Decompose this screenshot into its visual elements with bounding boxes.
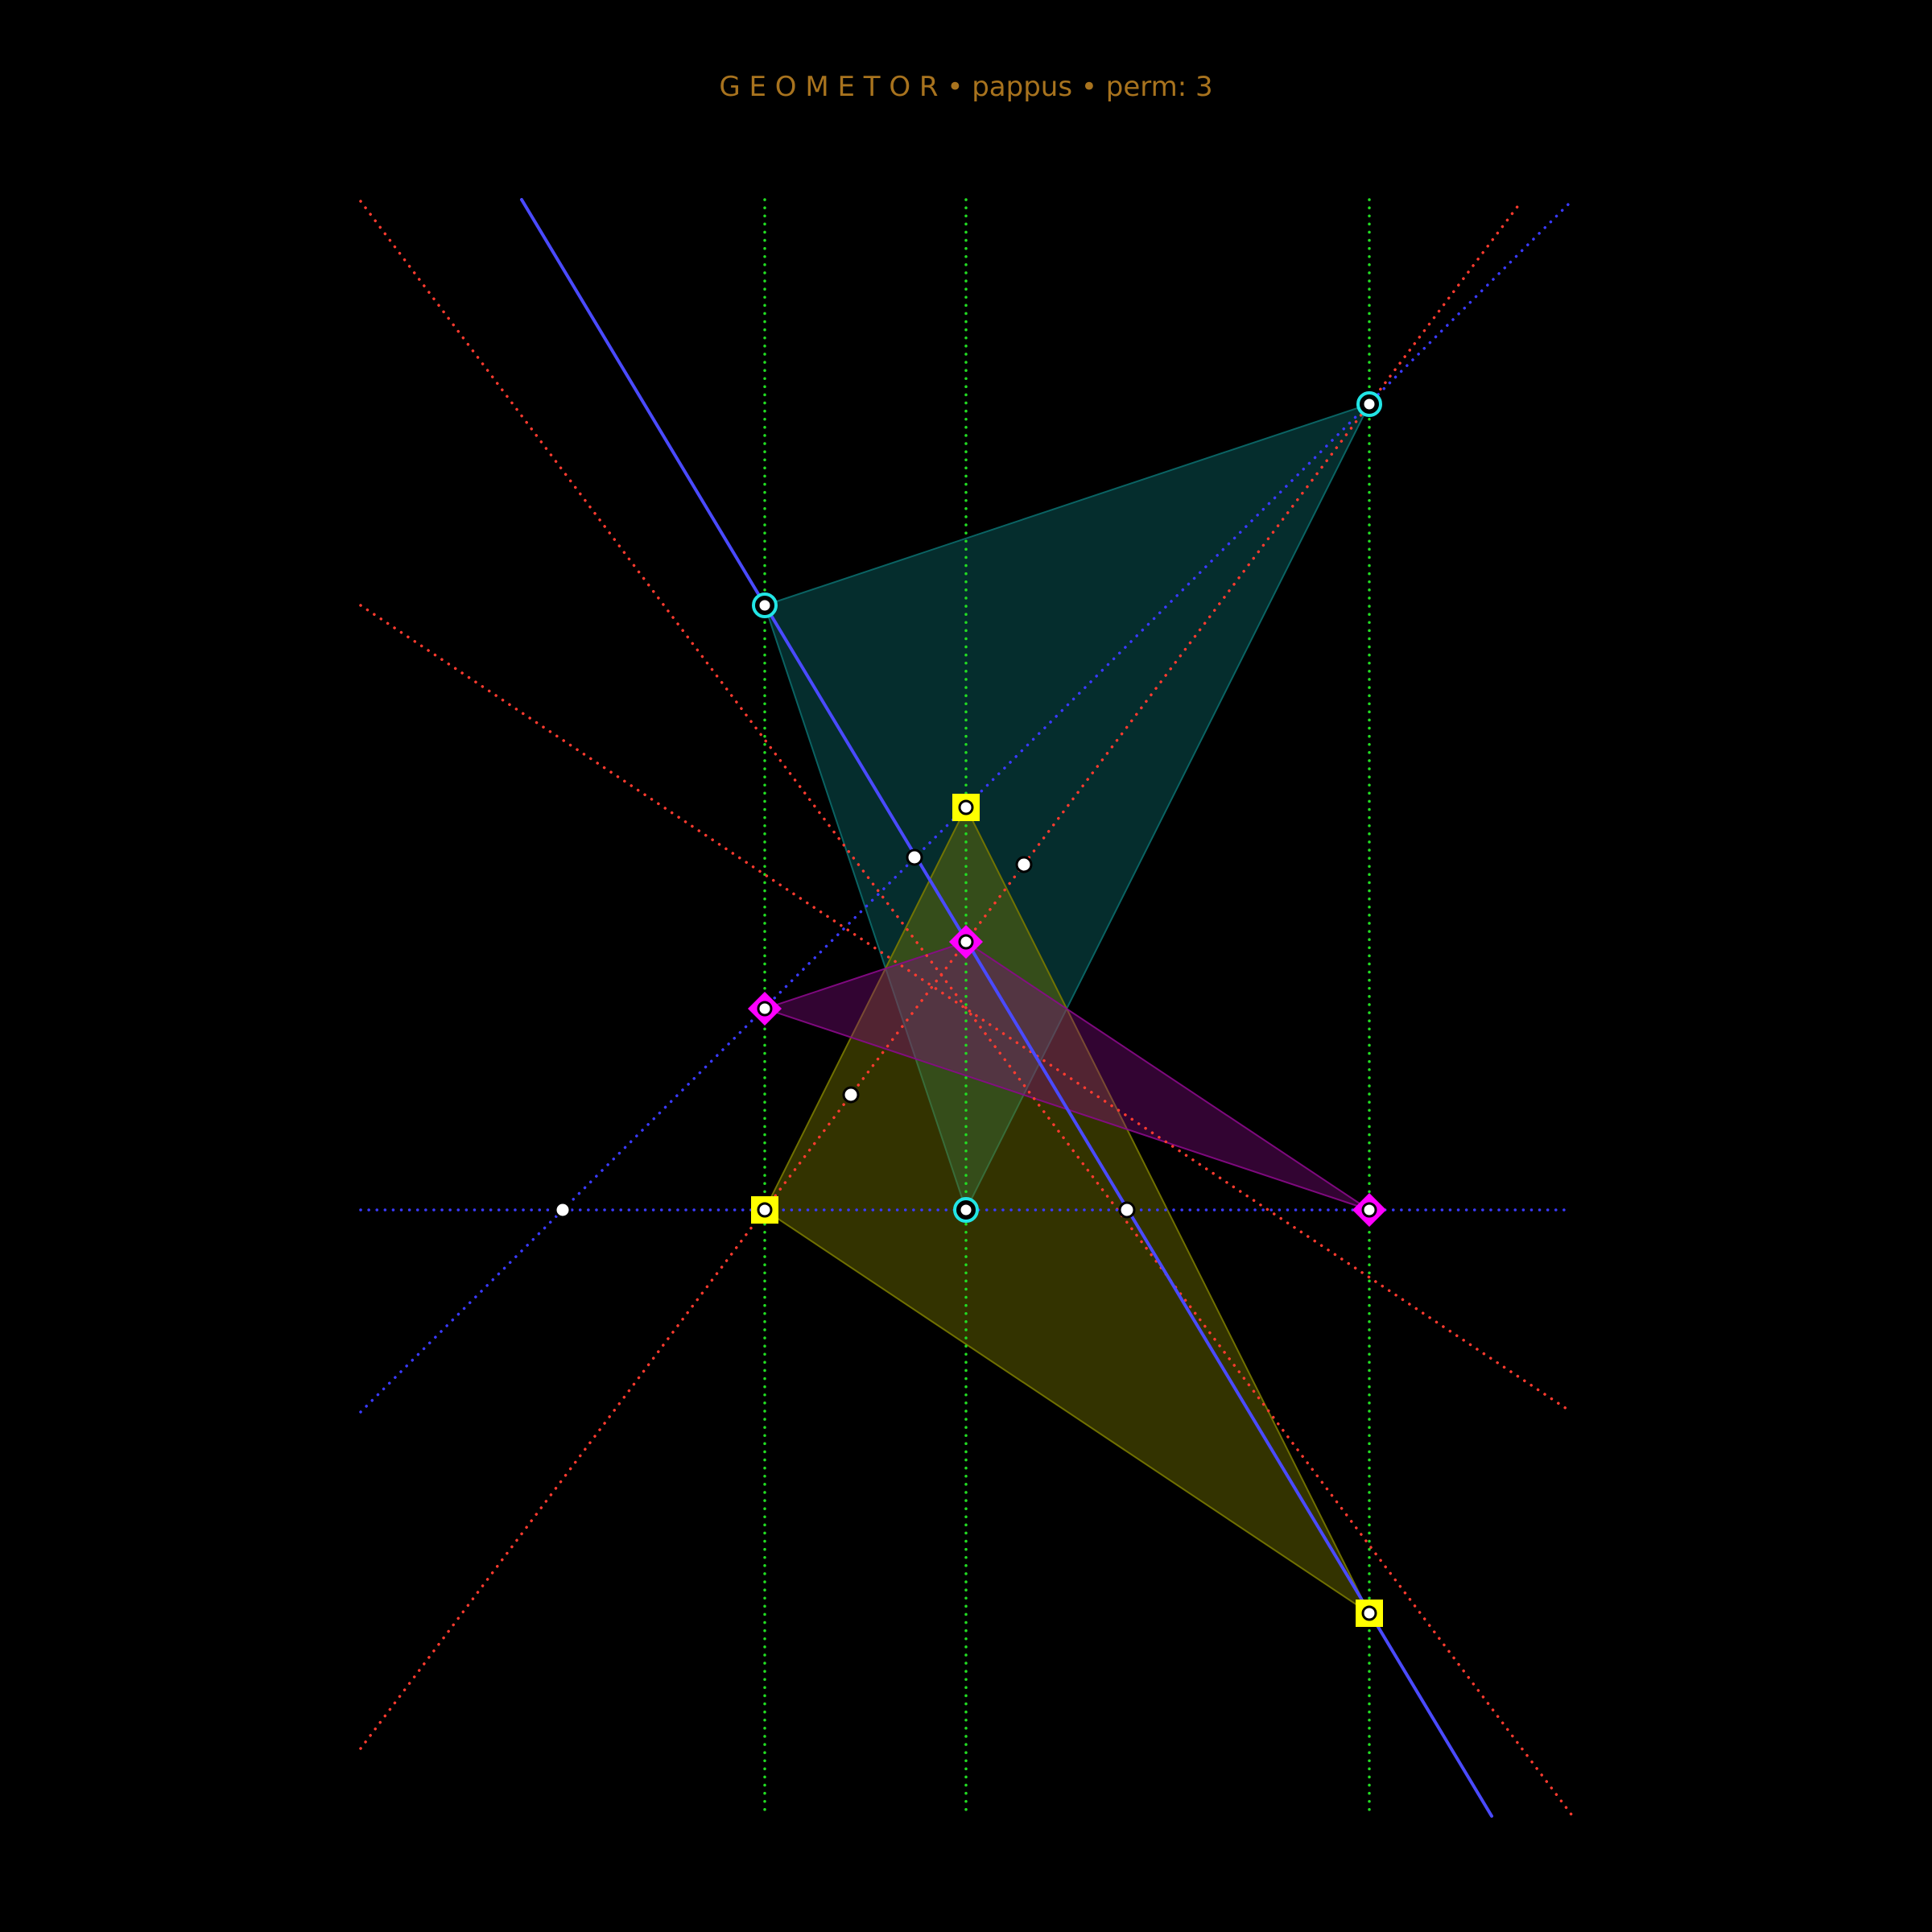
red-diagonal-a	[359, 200, 1573, 1816]
lines-layer	[359, 198, 1573, 1818]
red-diagonal-b	[359, 604, 1573, 1414]
markers-layer	[748, 391, 1386, 1627]
point-c1	[757, 1001, 773, 1017]
page-title: G E O M E T O R • pappus • perm: 3	[719, 71, 1213, 103]
point-d3	[842, 1086, 860, 1104]
point-b2	[757, 1202, 773, 1218]
point-c2	[958, 934, 974, 950]
triangles-layer	[762, 402, 1372, 1616]
point-b3	[1361, 1605, 1377, 1621]
point-a3	[958, 1202, 974, 1218]
point-d2	[1015, 856, 1033, 873]
point-b1	[958, 799, 974, 815]
point-a2	[1361, 396, 1377, 412]
point-d4	[1118, 1201, 1136, 1219]
point-d1	[906, 848, 923, 866]
points-layer	[554, 848, 1136, 1219]
cyan-triangle	[763, 402, 1371, 1212]
pappus-line	[520, 198, 1493, 1818]
red-diagonal-c	[359, 200, 1523, 1750]
point-c3	[1361, 1202, 1377, 1218]
point-d5	[554, 1201, 572, 1219]
point-a1	[757, 597, 773, 613]
